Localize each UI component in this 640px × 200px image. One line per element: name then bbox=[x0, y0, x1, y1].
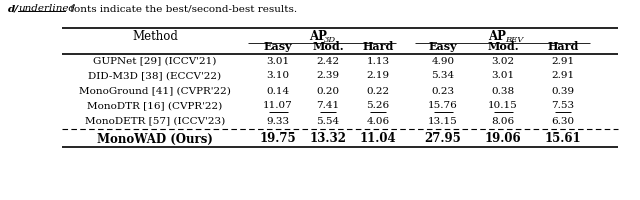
Text: 0.38: 0.38 bbox=[492, 86, 515, 96]
Text: 9.33: 9.33 bbox=[266, 116, 289, 126]
Text: 0.20: 0.20 bbox=[316, 86, 340, 96]
Text: 11.04: 11.04 bbox=[360, 132, 396, 146]
Text: 5.34: 5.34 bbox=[431, 72, 454, 80]
Text: 7.41: 7.41 bbox=[316, 102, 340, 110]
Text: 15.76: 15.76 bbox=[428, 102, 458, 110]
Text: 19.75: 19.75 bbox=[260, 132, 296, 146]
Text: 5.26: 5.26 bbox=[367, 102, 390, 110]
Text: Mod.: Mod. bbox=[312, 42, 344, 52]
Text: d/: d/ bbox=[8, 4, 19, 13]
Text: 3.02: 3.02 bbox=[492, 56, 515, 66]
Text: 4.06: 4.06 bbox=[367, 116, 390, 126]
Text: MonoGround [41] (CVPR'22): MonoGround [41] (CVPR'22) bbox=[79, 86, 231, 96]
Text: underlined: underlined bbox=[18, 4, 75, 13]
Text: BEV: BEV bbox=[506, 36, 524, 44]
Text: 1.13: 1.13 bbox=[367, 56, 390, 66]
Text: GUPNet [29] (ICCV'21): GUPNet [29] (ICCV'21) bbox=[93, 56, 217, 66]
Text: Easy: Easy bbox=[429, 42, 458, 52]
Text: 0.39: 0.39 bbox=[552, 86, 575, 96]
Text: 5.54: 5.54 bbox=[316, 116, 340, 126]
Text: AP: AP bbox=[488, 30, 506, 44]
Text: Hard: Hard bbox=[547, 42, 579, 52]
Text: MonoDTR [16] (CVPR'22): MonoDTR [16] (CVPR'22) bbox=[88, 102, 223, 110]
Text: 0.22: 0.22 bbox=[367, 86, 390, 96]
Text: 8.06: 8.06 bbox=[492, 116, 515, 126]
Text: 13.15: 13.15 bbox=[428, 116, 458, 126]
Text: Easy: Easy bbox=[264, 42, 292, 52]
Text: DID-M3D [38] (ECCV'22): DID-M3D [38] (ECCV'22) bbox=[88, 72, 221, 80]
Text: 2.42: 2.42 bbox=[316, 56, 340, 66]
Text: 2.91: 2.91 bbox=[552, 72, 575, 80]
Text: 2.39: 2.39 bbox=[316, 72, 340, 80]
Text: 3.01: 3.01 bbox=[266, 56, 289, 66]
Text: 0.23: 0.23 bbox=[431, 86, 454, 96]
Text: 7.53: 7.53 bbox=[552, 102, 575, 110]
Text: AP: AP bbox=[309, 30, 327, 44]
Text: 6.30: 6.30 bbox=[552, 116, 575, 126]
Text: 13.32: 13.32 bbox=[310, 132, 346, 146]
Text: fonts indicate the best/second-best results.: fonts indicate the best/second-best resu… bbox=[67, 4, 297, 13]
Text: MonoDETR [57] (ICCV'23): MonoDETR [57] (ICCV'23) bbox=[85, 116, 225, 126]
Text: Hard: Hard bbox=[362, 42, 394, 52]
Text: 4.90: 4.90 bbox=[431, 56, 454, 66]
Text: 3D: 3D bbox=[324, 36, 336, 44]
Text: MonoWAD (Ours): MonoWAD (Ours) bbox=[97, 132, 213, 146]
Text: 27.95: 27.95 bbox=[424, 132, 461, 146]
Text: 2.91: 2.91 bbox=[552, 56, 575, 66]
Text: 19.06: 19.06 bbox=[484, 132, 522, 146]
Text: 2.19: 2.19 bbox=[367, 72, 390, 80]
Text: 15.61: 15.61 bbox=[545, 132, 581, 146]
Text: 0.14: 0.14 bbox=[266, 86, 289, 96]
Text: 3.10: 3.10 bbox=[266, 72, 289, 80]
Text: 10.15: 10.15 bbox=[488, 102, 518, 110]
Text: Mod.: Mod. bbox=[487, 42, 519, 52]
Text: 3.01: 3.01 bbox=[492, 72, 515, 80]
Text: 11.07: 11.07 bbox=[263, 102, 293, 110]
Text: Method: Method bbox=[132, 30, 178, 44]
